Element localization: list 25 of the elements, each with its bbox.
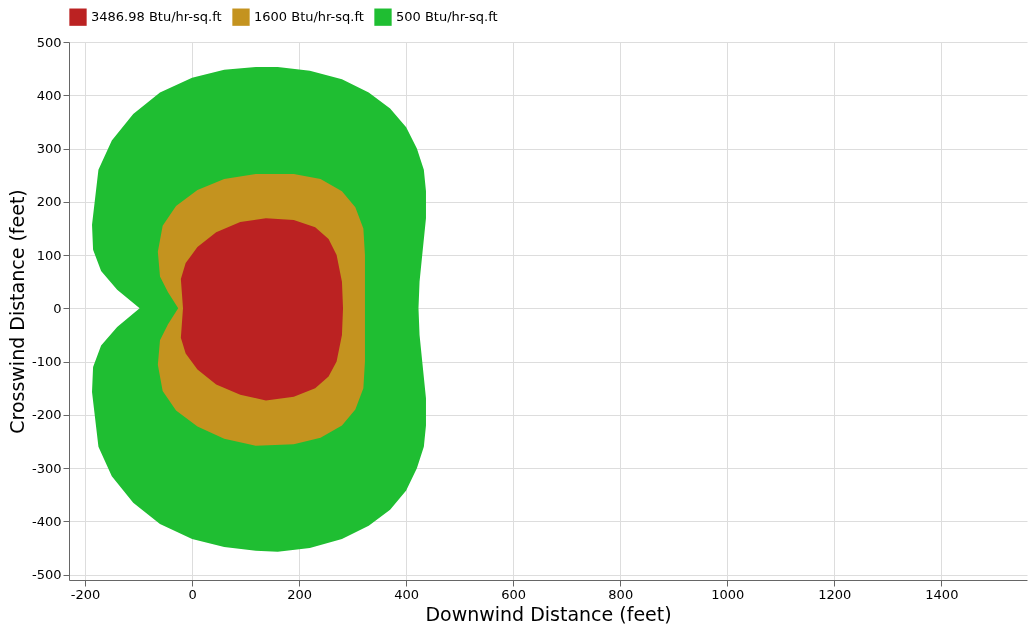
legend-label: 3486.98 Btu/hr-sq.ft: [91, 9, 222, 25]
y-tick-label: 0: [53, 300, 62, 316]
legend-label: 500 Btu/hr-sq.ft: [396, 9, 498, 25]
y-tick-label: 200: [36, 194, 62, 210]
x-tick-label: 600: [501, 586, 527, 602]
y-tick-label: 500: [36, 34, 62, 50]
x-tick-label: -200: [70, 586, 101, 602]
x-tick-label: 1200: [818, 586, 852, 602]
y-tick-label: -400: [31, 513, 62, 529]
y-tick-label: 100: [36, 247, 62, 263]
y-axis-title: Crosswind Distance (feet): [6, 189, 28, 434]
y-tick-label: 300: [36, 141, 62, 157]
x-axis-title: Downwind Distance (feet): [425, 602, 672, 625]
y-tick-label: -300: [31, 460, 62, 476]
x-tick-label: 0: [188, 586, 197, 602]
legend-label: 1600 Btu/hr-sq.ft: [254, 9, 364, 25]
y-tick-label: -500: [31, 567, 62, 583]
x-tick-label: 1000: [711, 586, 745, 602]
x-tick-label: 800: [608, 586, 634, 602]
y-tick-label: -100: [31, 354, 62, 370]
y-tick-label: 400: [36, 87, 62, 103]
x-tick-label: 200: [287, 586, 313, 602]
x-tick-label: 400: [394, 586, 420, 602]
y-tick-label: -200: [31, 407, 62, 423]
x-tick-label: 1400: [925, 586, 959, 602]
